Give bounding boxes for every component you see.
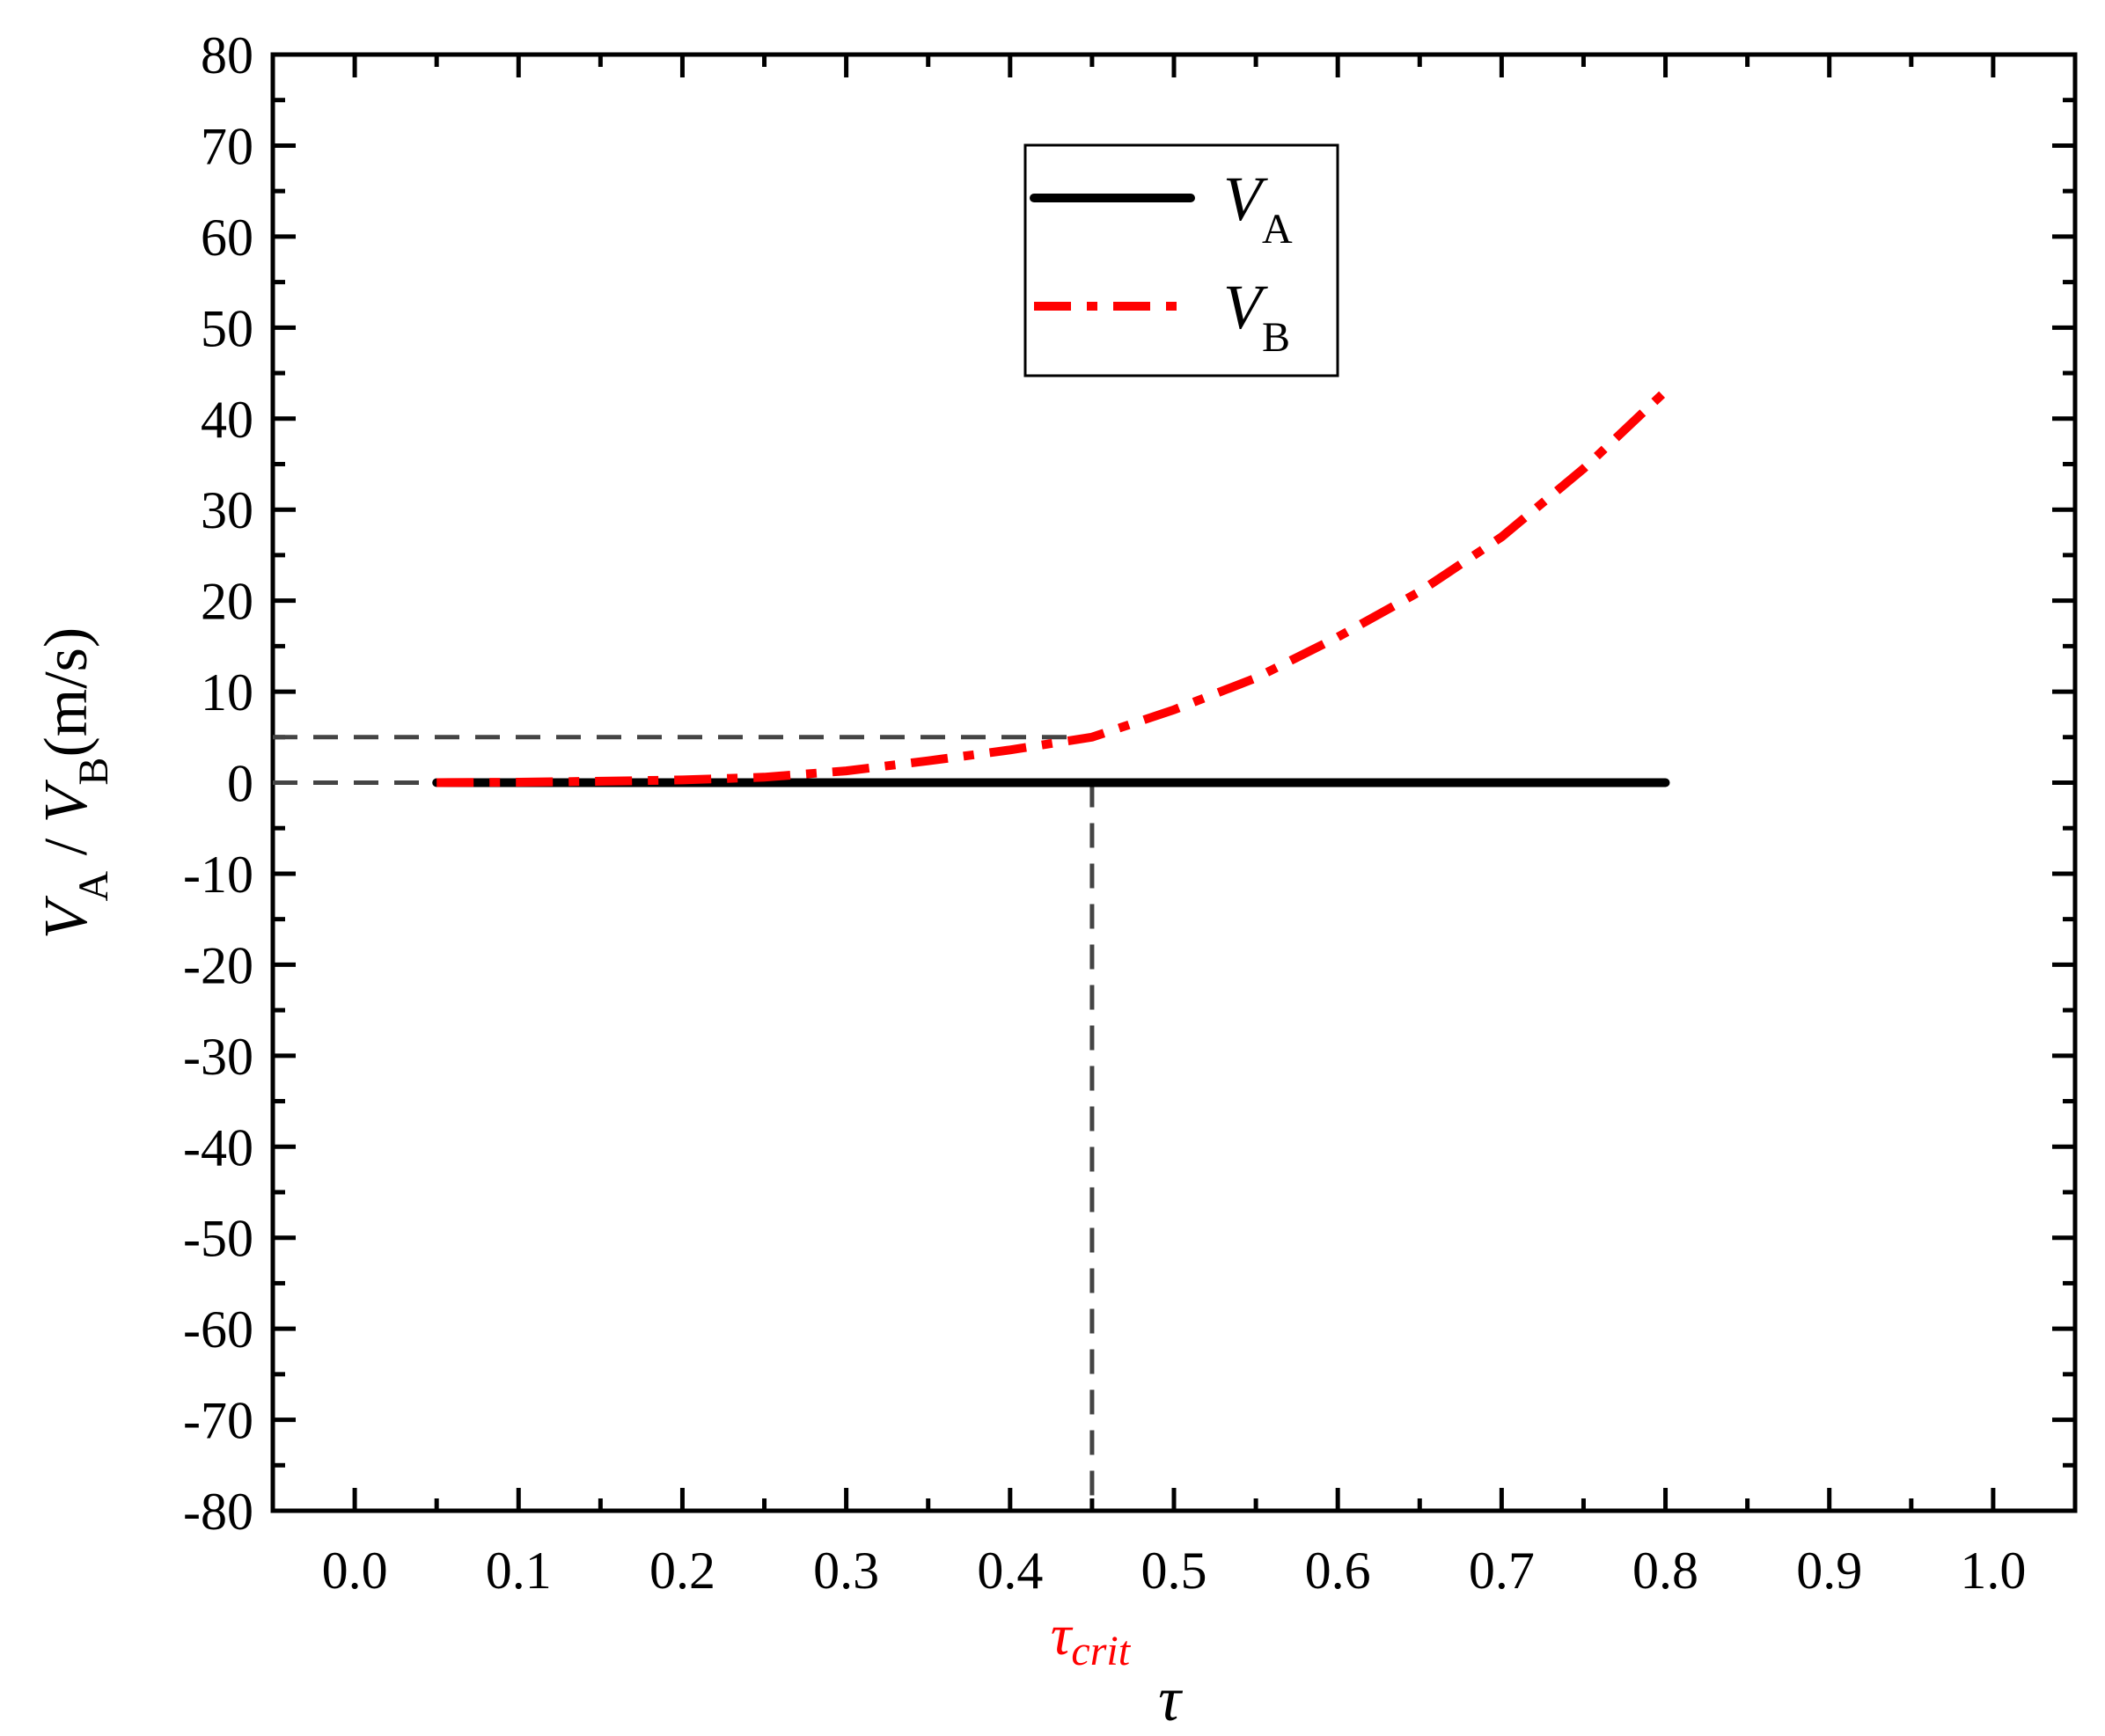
y-tick-label: 60	[201, 209, 253, 267]
x-tick-label: 1.0	[1960, 1542, 2026, 1600]
y-tick-label: 30	[201, 481, 253, 539]
x-tick-label: 0.5	[1141, 1542, 1207, 1600]
critical-tau-sub: crit	[1071, 1628, 1131, 1674]
critical-tau-main: τ	[1051, 1603, 1074, 1667]
y-tick-label: -50	[183, 1210, 253, 1268]
x-axis-title: τ	[1158, 1664, 1183, 1734]
y-title-sub-b: B	[70, 758, 117, 786]
x-tick-label: 0.2	[649, 1542, 715, 1600]
y-title-va: V	[33, 895, 100, 939]
x-tick-label: 0.0	[322, 1542, 388, 1600]
y-title-sub-a: A	[70, 870, 117, 901]
y-tick-label: 50	[201, 299, 253, 357]
y-tick-label: 0	[227, 755, 253, 813]
y-tick-label: -80	[183, 1483, 253, 1541]
y-tick-label: -40	[183, 1118, 253, 1176]
y-title-slash: /	[33, 823, 100, 870]
y-tick-label: 40	[201, 391, 253, 449]
legend-label-main: V	[1223, 164, 1268, 234]
x-tick-label: 0.3	[813, 1542, 879, 1600]
y-tick-label: 80	[201, 26, 253, 84]
y-tick-label: -10	[183, 846, 253, 904]
x-tick-label: 0.8	[1632, 1542, 1698, 1600]
critical-tau-label: τcrit	[1051, 1603, 1132, 1674]
y-title-vb: V	[33, 779, 100, 823]
y-axis-title: VA / VB(m/s)	[33, 627, 117, 939]
y-tick-label: -70	[183, 1392, 253, 1450]
legend-label-a: VA	[1223, 164, 1293, 253]
legend-box	[1023, 143, 1339, 377]
y-tick-label: 20	[201, 573, 253, 631]
y-tick-label: 10	[201, 663, 253, 722]
x-tick-label: 0.4	[977, 1542, 1043, 1600]
x-tick-label: 0.7	[1469, 1542, 1535, 1600]
x-tick-label: 0.1	[486, 1542, 552, 1600]
x-tick-label: 0.9	[1796, 1542, 1862, 1600]
y-tick-label: 70	[201, 117, 253, 175]
legend-label-sub: A	[1262, 206, 1293, 253]
legend-label-main: V	[1223, 272, 1268, 342]
y-tick-label: -60	[183, 1300, 253, 1359]
legend-label-sub: B	[1262, 314, 1290, 361]
y-title-unit: (m/s)	[33, 627, 100, 758]
y-tick-label: -20	[183, 936, 253, 994]
x-tick-label: 0.6	[1305, 1542, 1371, 1600]
legend-label-b: VB	[1223, 272, 1290, 361]
series-line-b	[436, 388, 1669, 787]
y-tick-label: -30	[183, 1028, 253, 1086]
